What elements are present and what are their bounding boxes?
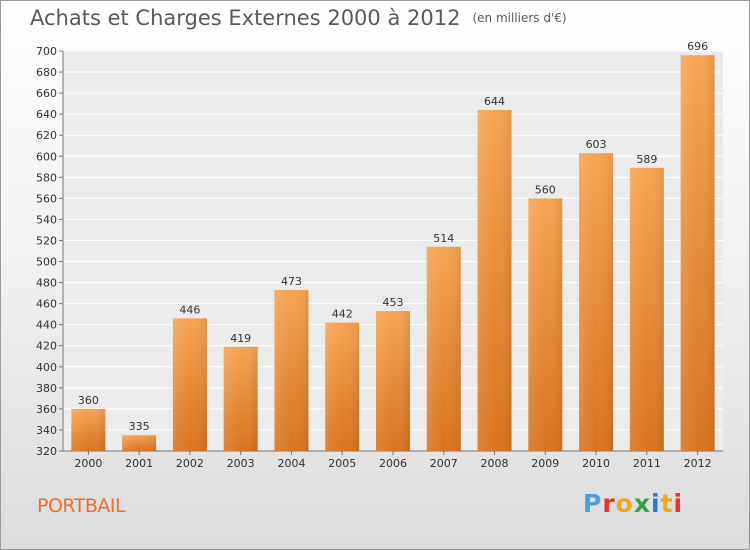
y-tick-label: 460 [36, 298, 57, 311]
data-label: 603 [586, 138, 607, 151]
y-tick-label: 560 [36, 192, 57, 205]
y-tick-label: 320 [36, 445, 57, 458]
chart-units: (en milliers d'€) [472, 11, 567, 25]
data-label: 514 [433, 232, 454, 245]
data-label: 644 [484, 95, 505, 108]
y-tick-label: 700 [36, 45, 57, 58]
x-tick-label: 2011 [633, 457, 661, 470]
y-tick-label: 380 [36, 382, 57, 395]
data-label: 419 [230, 332, 251, 345]
proxiti-logo: Proxiti [583, 489, 683, 518]
data-label: 696 [687, 40, 708, 53]
y-tick-label: 520 [36, 234, 57, 247]
data-label: 446 [179, 303, 200, 316]
logo-letter: i [651, 489, 661, 518]
y-tick-label: 420 [36, 340, 57, 353]
y-tick-label: 400 [36, 361, 57, 374]
x-tick-label: 2009 [531, 457, 559, 470]
bar-shine [71, 408, 106, 451]
data-label: 442 [332, 308, 353, 321]
x-tick-label: 2004 [277, 457, 305, 470]
x-tick-label: 2007 [430, 457, 458, 470]
y-tick-label: 340 [36, 424, 57, 437]
bar-shine [325, 322, 360, 451]
location-label: PORTBAIL [37, 495, 126, 517]
logo-letter: r [602, 489, 616, 518]
bar-shine [680, 55, 715, 452]
bar-shine [223, 346, 258, 451]
y-tick-label: 440 [36, 319, 57, 332]
x-tick-label: 2010 [582, 457, 610, 470]
y-tick-label: 660 [36, 87, 57, 100]
y-tick-label: 600 [36, 150, 57, 163]
data-label: 335 [129, 420, 150, 433]
logo-letter: t [660, 489, 674, 518]
bar-shine [274, 289, 309, 451]
bar-shine [629, 167, 664, 451]
bar-shine [172, 318, 207, 451]
chart-title-text: Achats et Charges Externes 2000 à 2012 [30, 6, 461, 30]
y-tick-label: 620 [36, 129, 57, 142]
bar-shine [426, 246, 461, 451]
x-tick-label: 2005 [328, 457, 356, 470]
x-tick-label: 2000 [74, 457, 102, 470]
y-tick-label: 640 [36, 108, 57, 121]
y-tick-label: 680 [36, 66, 57, 79]
logo-letter: x [633, 489, 651, 518]
logo-letter: P [583, 489, 603, 518]
logo-letter: i [673, 489, 684, 518]
y-tick-label: 580 [36, 171, 57, 184]
bar-shine [579, 153, 614, 451]
data-label: 360 [78, 394, 99, 407]
chart-title: Achats et Charges Externes 2000 à 2012 (e… [30, 6, 567, 30]
bar-shine [477, 109, 512, 452]
bar-chart: 320 340 360 380 400 420 440 460 480 500 520 540 560 5… [36, 40, 723, 470]
x-tick-label: 2003 [227, 457, 255, 470]
x-tick-label: 2001 [125, 457, 153, 470]
data-label: 560 [535, 183, 556, 196]
bar-shine [528, 198, 563, 451]
data-label: 589 [636, 153, 657, 166]
data-label: 453 [383, 296, 404, 309]
x-tick-label: 2006 [379, 457, 407, 470]
x-tick-label: 2002 [176, 457, 204, 470]
y-tick-label: 500 [36, 256, 57, 269]
x-tick-label: 2008 [481, 457, 509, 470]
bar-shine [122, 435, 157, 451]
y-tick-label: 360 [36, 403, 57, 416]
bar-shine [376, 311, 410, 451]
data-label: 473 [281, 275, 302, 288]
logo-letter: o [615, 489, 634, 518]
y-tick-label: 480 [36, 277, 57, 290]
x-tick-label: 2012 [684, 457, 712, 470]
y-tick-label: 540 [36, 213, 57, 226]
